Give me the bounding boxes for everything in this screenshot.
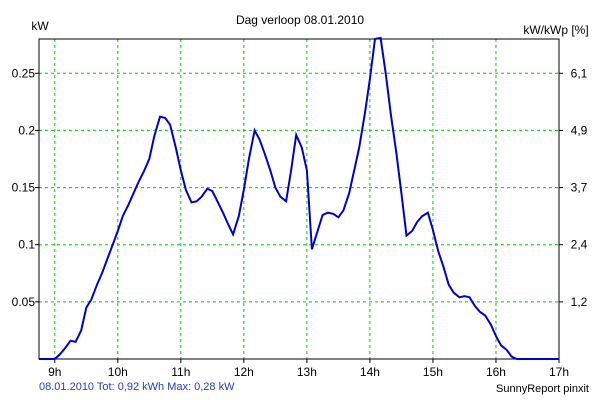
x-tick-label: 17h: [549, 365, 569, 379]
y-tick-label-left: 0.2: [18, 123, 35, 137]
y-tick-label-left: 0.15: [12, 181, 36, 195]
x-tick-label: 10h: [108, 365, 128, 379]
x-tick-label: 16h: [486, 365, 506, 379]
y-tick-label-left: 0.05: [12, 295, 36, 309]
plot-frame: [38, 38, 560, 360]
y-tick-label-right: 2,4: [571, 238, 588, 252]
x-tick-label: 12h: [234, 365, 254, 379]
chart-title: Dag verloop 08.01.2010: [236, 13, 364, 27]
y-tick-label-right: 3,7: [571, 181, 588, 195]
x-tick-label: 11h: [171, 365, 190, 379]
y-tick-label-left: 0.25: [12, 66, 36, 80]
x-tick-label: 14h: [360, 365, 380, 379]
y-axis-right-label: kW/kWp [%]: [523, 23, 588, 37]
y-tick-label-left: 0.1: [18, 238, 35, 252]
data-line: [39, 36, 559, 360]
y-tick-label-right: 1,2: [571, 295, 588, 309]
ticks: 9h 10h 11h 12h 13h 14h 15h 16h 17h 0.05 0.1 0.15 0.2…: [12, 66, 588, 379]
footer-summary: 08.01.2010 Tot: 0,92 kWh Max: 0,28 kW: [39, 381, 235, 393]
y-tick-label-right: 4,9: [571, 123, 588, 137]
x-tick-label: 13h: [297, 365, 317, 379]
x-tick-label: 15h: [423, 365, 443, 379]
footer-credit: SunnyReport pinxit: [496, 383, 589, 395]
x-tick-label: 9h: [48, 365, 61, 379]
y-axis-left-label: kW: [31, 19, 49, 33]
y-tick-label-right: 6,1: [571, 66, 588, 80]
grid-lines: [39, 39, 559, 359]
